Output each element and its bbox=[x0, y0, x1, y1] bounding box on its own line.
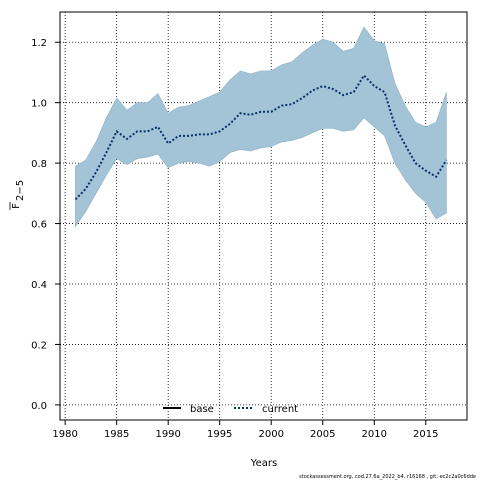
x-tick-label: 1985 bbox=[104, 429, 129, 440]
x-tick-label: 2015 bbox=[413, 429, 438, 440]
x-tick-label: 1995 bbox=[207, 429, 232, 440]
y-axis: 0.0 0.2 0.4 0.6 0.8 1.0 1.2 bbox=[31, 38, 60, 412]
y-tick-label: 0.0 bbox=[31, 401, 47, 412]
y-tick-label: 0.4 bbox=[31, 280, 47, 291]
legend: base current bbox=[163, 404, 298, 415]
y-axis-title-main: F bbox=[11, 203, 22, 209]
confidence-band bbox=[75, 26, 447, 228]
x-tick-label: 1980 bbox=[52, 429, 77, 440]
legend-label-base: base bbox=[190, 404, 214, 415]
y-tick-label: 0.2 bbox=[31, 340, 47, 351]
y-tick-label: 1.0 bbox=[31, 99, 47, 110]
series-line-current bbox=[74, 73, 448, 201]
legend-label-current: current bbox=[262, 404, 298, 415]
x-tick-label: 2000 bbox=[259, 429, 284, 440]
y-axis-title-subscript: 2−5 bbox=[15, 180, 26, 201]
y-tick-label: 0.6 bbox=[31, 220, 47, 231]
footer-text: stockassessment.org, cod.27.6a_2022_b4, … bbox=[299, 474, 476, 480]
y-tick-label: 0.8 bbox=[31, 159, 47, 170]
y-tick-label: 1.2 bbox=[31, 38, 47, 49]
x-tick-label: 1990 bbox=[155, 429, 180, 440]
grid-lines bbox=[60, 12, 467, 420]
series-layer bbox=[74, 73, 448, 201]
plot-frame bbox=[59, 11, 468, 421]
x-tick-label: 2005 bbox=[310, 429, 335, 440]
y-axis-title: F 2−5 bbox=[9, 180, 26, 210]
x-axis: 1980 1985 1990 1995 2000 2005 2010 2015 bbox=[52, 420, 439, 440]
confidence-band-layer bbox=[75, 26, 447, 228]
x-axis-title: Years bbox=[250, 458, 277, 469]
x-tick-label: 2010 bbox=[362, 429, 387, 440]
